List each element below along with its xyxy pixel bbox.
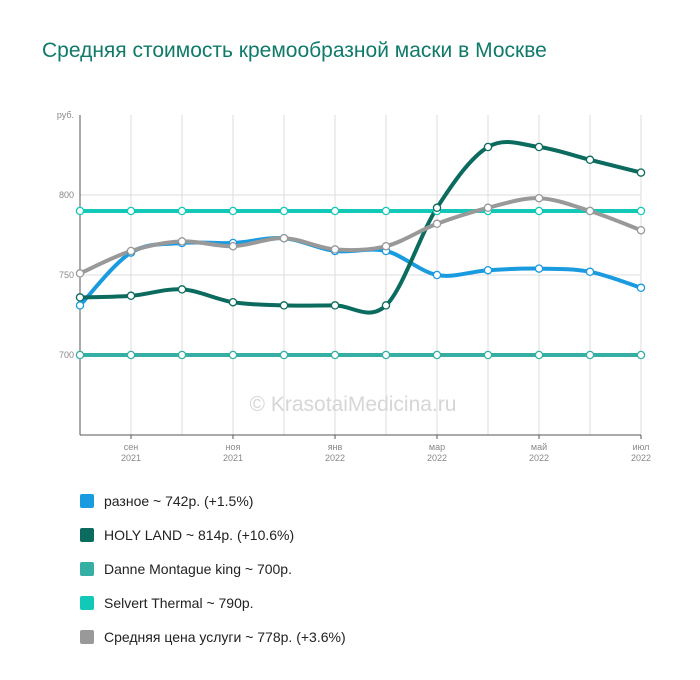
data-point xyxy=(330,245,340,254)
data-point xyxy=(279,206,289,216)
y-tick-label: 750 xyxy=(59,270,74,280)
data-point xyxy=(177,237,187,246)
data-point xyxy=(585,206,595,216)
data-point xyxy=(381,206,391,216)
legend-label: разное ~ 742р. (+1.5%) xyxy=(104,493,254,509)
grid xyxy=(80,115,642,435)
data-point xyxy=(126,246,136,256)
legend-swatch xyxy=(80,494,94,508)
series-group xyxy=(78,139,643,357)
data-point xyxy=(381,241,391,251)
x-tick-label: июл xyxy=(633,442,650,452)
data-point xyxy=(534,206,544,216)
series-line xyxy=(78,196,643,276)
data-point xyxy=(279,233,289,243)
y-axis-label: руб. xyxy=(57,110,74,120)
data-point xyxy=(636,225,646,235)
data-point xyxy=(432,350,442,360)
data-point xyxy=(330,350,340,360)
x-tick-year: 2021 xyxy=(121,453,141,463)
data-point xyxy=(432,219,442,229)
legend-label: Danne Montague king ~ 700р. xyxy=(104,561,292,577)
data-point xyxy=(636,206,646,216)
data-point xyxy=(75,269,85,278)
legend-item[interactable]: Selvert Thermal ~ 790р. xyxy=(80,586,346,620)
data-point xyxy=(381,350,391,360)
data-point xyxy=(177,285,187,294)
legend-swatch xyxy=(80,562,94,576)
data-point xyxy=(126,350,136,360)
x-tick-label: янв xyxy=(328,442,343,452)
legend-label: HOLY LAND ~ 814р. (+10.6%) xyxy=(104,527,295,543)
y-tick-label: 700 xyxy=(59,350,74,360)
legend-item[interactable]: Danne Montague king ~ 700р. xyxy=(80,552,346,586)
x-tick-year: 2022 xyxy=(529,453,549,463)
legend-item[interactable]: разное ~ 742р. (+1.5%) xyxy=(80,484,346,518)
series-line xyxy=(78,139,643,315)
legend-label: Средняя цена услуги ~ 778р. (+3.6%) xyxy=(104,629,346,645)
data-point xyxy=(585,350,595,360)
x-tick-label: мар xyxy=(429,442,445,452)
x-tick-year: 2022 xyxy=(325,453,345,463)
points-group xyxy=(75,142,646,360)
data-point xyxy=(75,350,85,360)
data-point xyxy=(228,297,238,307)
y-tick-label: 800 xyxy=(59,190,74,200)
data-point xyxy=(330,206,340,216)
watermark-text: © KrasotaiMedicina.ru xyxy=(250,393,457,416)
legend-swatch xyxy=(80,528,94,542)
data-point xyxy=(381,301,391,310)
legend-item[interactable]: Средняя цена услуги ~ 778р. (+3.6%) xyxy=(80,620,346,654)
data-point xyxy=(585,267,595,277)
x-tick-year: 2022 xyxy=(427,453,447,463)
data-point xyxy=(330,301,340,310)
data-point xyxy=(228,241,238,251)
data-point xyxy=(126,291,136,301)
data-point xyxy=(228,206,238,216)
x-tick-label: сен xyxy=(124,442,139,452)
data-point xyxy=(534,350,544,360)
legend-label: Selvert Thermal ~ 790р. xyxy=(104,595,254,611)
data-point xyxy=(534,142,544,152)
data-point xyxy=(279,301,289,310)
data-point xyxy=(228,350,238,360)
data-point xyxy=(534,193,544,203)
data-point xyxy=(432,270,442,280)
data-point xyxy=(483,350,493,360)
x-tick-year: 2021 xyxy=(223,453,243,463)
data-point xyxy=(177,350,187,360)
data-point xyxy=(534,264,544,273)
data-point xyxy=(483,203,493,213)
legend: разное ~ 742р. (+1.5%) HOLY LAND ~ 814р. … xyxy=(80,484,346,654)
x-tick-label: май xyxy=(531,442,547,452)
legend-swatch xyxy=(80,596,94,610)
data-point xyxy=(279,350,289,360)
x-tick-label: ноя xyxy=(226,442,241,452)
data-point xyxy=(432,203,442,213)
line-chart: © KrasotaiMedicina.ru 700750800руб.сен20… xyxy=(57,110,651,463)
x-tick-year: 2022 xyxy=(631,453,651,463)
data-point xyxy=(585,155,595,165)
data-point xyxy=(636,350,646,360)
data-point xyxy=(126,206,136,216)
data-point xyxy=(177,206,187,216)
data-point xyxy=(75,293,85,302)
chart-title: Средняя стоимость кремообразной маски в … xyxy=(42,39,547,62)
data-point xyxy=(483,142,493,152)
legend-item[interactable]: HOLY LAND ~ 814р. (+10.6%) xyxy=(80,518,346,552)
data-point xyxy=(636,168,646,177)
data-point xyxy=(483,265,493,275)
data-point xyxy=(636,283,646,293)
data-point xyxy=(75,206,85,216)
legend-swatch xyxy=(80,630,94,644)
data-point xyxy=(75,301,85,310)
